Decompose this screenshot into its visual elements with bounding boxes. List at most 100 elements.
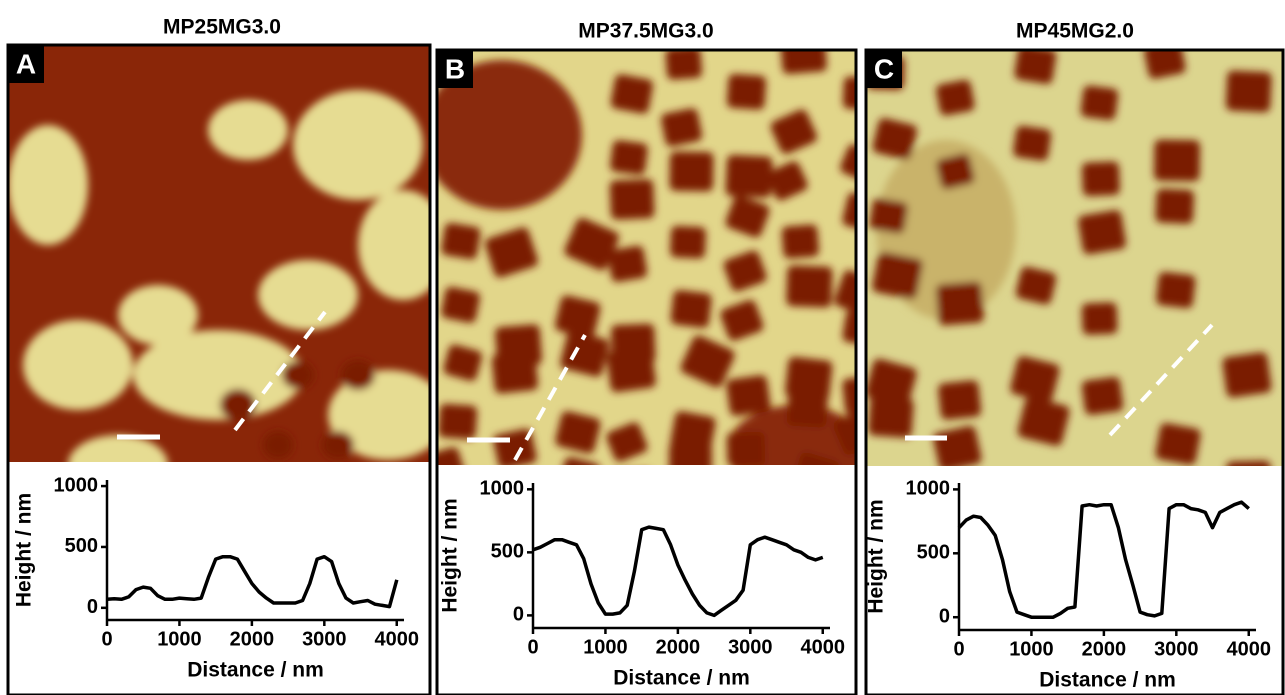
pore [1155, 423, 1201, 465]
bright-region [328, 370, 430, 460]
pore [670, 225, 706, 259]
pore [786, 265, 833, 308]
pore [441, 222, 481, 260]
pore [1226, 460, 1272, 466]
pore [869, 198, 908, 234]
pore [1223, 505, 1267, 546]
profile-curve [106, 554, 399, 609]
x-tick-label: 3000 [302, 628, 347, 650]
y-tick-label: 1000 [906, 478, 951, 500]
image-texture [437, 50, 942, 543]
bright-region [293, 90, 423, 200]
bright-region [358, 190, 430, 300]
x-tick-label: 1000 [583, 636, 628, 658]
x-tick-label: 0 [953, 638, 964, 660]
pore [834, 270, 856, 317]
pore [560, 330, 610, 377]
pore [726, 375, 771, 416]
x-tick-label: 2000 [230, 628, 275, 650]
pore [726, 73, 767, 110]
x-axis-title: Distance / nm [1039, 669, 1176, 692]
pore [680, 335, 735, 388]
pore [1013, 125, 1052, 161]
pore [1015, 266, 1057, 305]
pore [341, 360, 375, 390]
y-axis-title: Height / nm [439, 498, 462, 612]
x-tick-label: 1000 [1009, 638, 1054, 660]
y-tick-label: 500 [491, 541, 524, 563]
pore [1010, 356, 1060, 403]
x-tick-label: 4000 [1227, 638, 1272, 660]
panel-frame [435, 48, 858, 695]
pore [220, 389, 256, 421]
pore [564, 218, 620, 271]
pore [723, 476, 764, 514]
bright-region [68, 435, 168, 462]
pore [866, 358, 917, 407]
pore [1014, 487, 1056, 527]
pore [1155, 188, 1195, 224]
pore [720, 299, 764, 341]
pore [726, 431, 766, 465]
pore [665, 50, 703, 80]
pore [1017, 397, 1070, 446]
pore [868, 396, 914, 438]
afm-image [866, 50, 1283, 546]
afm-image [8, 45, 430, 462]
pore [1014, 50, 1057, 84]
pore [842, 76, 856, 110]
pore [1153, 139, 1201, 182]
x-tick-label: 4000 [375, 628, 420, 650]
panel-frame [6, 43, 432, 695]
pore [491, 351, 539, 394]
pore [282, 361, 314, 389]
pore [842, 192, 856, 233]
panel-title: MP45MG2.0 [1016, 20, 1134, 43]
pore [606, 346, 656, 393]
pore [872, 118, 918, 160]
pore [670, 411, 716, 454]
profile-line [1108, 323, 1214, 437]
pore [661, 108, 703, 147]
pore [438, 403, 478, 440]
profile-line [233, 310, 327, 432]
afm-image [437, 50, 942, 543]
x-tick-label: 2000 [656, 636, 701, 658]
pore [441, 286, 480, 323]
image-texture [866, 50, 1272, 546]
bright-region [258, 260, 358, 330]
profile-line [513, 334, 587, 461]
profile-curve [957, 500, 1250, 619]
bright-region [133, 330, 303, 420]
pore [669, 151, 714, 192]
pore [936, 79, 975, 116]
pore [1081, 376, 1124, 415]
bright-region [23, 320, 133, 410]
pore [554, 295, 601, 338]
pore [935, 281, 984, 326]
pore [485, 227, 538, 278]
pore [610, 74, 654, 114]
pore [1081, 302, 1118, 335]
pore [609, 469, 654, 510]
pore [840, 144, 856, 182]
x-tick-label: 2000 [1082, 638, 1127, 660]
pore [872, 252, 923, 300]
pore [1225, 70, 1272, 113]
x-tick-label: 1000 [157, 628, 202, 650]
x-tick-label: 4000 [801, 636, 846, 658]
pore [902, 507, 942, 543]
pore [842, 310, 856, 347]
pore [725, 195, 770, 238]
pore [833, 408, 856, 456]
y-tick-label: 500 [65, 535, 98, 557]
y-axis-title: Height / nm [865, 499, 888, 613]
x-axis-title: Distance / nm [187, 659, 324, 682]
y-tick-label: 500 [917, 542, 950, 564]
pore [263, 431, 293, 459]
pore [670, 290, 712, 328]
pore [443, 344, 483, 381]
bright-region [208, 100, 288, 160]
panel-label: A [16, 48, 36, 79]
panel-frame [864, 48, 1285, 695]
